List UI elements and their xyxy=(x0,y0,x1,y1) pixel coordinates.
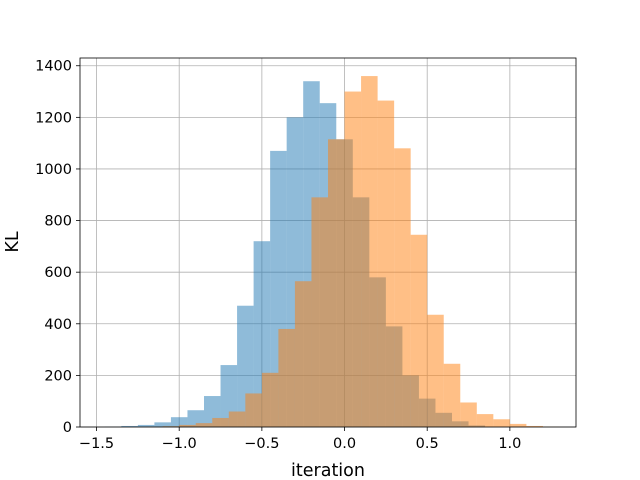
y-axis-label: KL xyxy=(3,231,23,252)
bar-series1-11 xyxy=(328,139,345,428)
y-tick-label-0: 0 xyxy=(63,420,72,436)
bar-series1-7 xyxy=(261,372,279,427)
bar-series1-20 xyxy=(476,414,494,427)
bar-series1-4 xyxy=(212,417,229,427)
y-tick-label-5: 1000 xyxy=(35,162,72,178)
bar-series1-15 xyxy=(394,148,411,427)
bar-series1-21 xyxy=(493,419,510,427)
x-tick-label-2: −0.5 xyxy=(244,436,279,452)
x-tick-label-1: −1.0 xyxy=(162,436,197,452)
bar-series0-3 xyxy=(154,422,171,427)
bar-series1-22 xyxy=(509,423,527,427)
bar-series1-3 xyxy=(195,423,213,427)
y-axis-ticks: 0 200 400 600 800 1000 1200 1400 xyxy=(35,59,80,436)
x-tick-label-5: 1.0 xyxy=(498,436,521,452)
bar-series1-2 xyxy=(179,424,196,427)
y-tick-label-7: 1400 xyxy=(35,59,72,75)
y-tick-label-2: 400 xyxy=(44,317,72,333)
bar-series0-5 xyxy=(187,410,204,427)
bar-series1-8 xyxy=(278,328,295,427)
y-tick-label-1: 200 xyxy=(44,368,72,384)
x-tick-label-4: 0.5 xyxy=(416,436,439,452)
bar-series1-17 xyxy=(427,314,444,427)
bar-series1-10 xyxy=(311,197,328,427)
bar-series1-9 xyxy=(294,281,312,427)
bar-series0-2 xyxy=(137,424,155,427)
bar-series0-1 xyxy=(121,425,138,427)
bar-series1-6 xyxy=(245,393,262,427)
y-tick-label-4: 800 xyxy=(44,214,72,230)
bar-series1-18 xyxy=(443,363,461,427)
plot-frame xyxy=(79,57,577,428)
bar-series1-19 xyxy=(460,402,477,427)
x-tick-label-0: −1.5 xyxy=(79,436,114,452)
y-tick-label-6: 1200 xyxy=(35,110,72,126)
bar-series1-23 xyxy=(526,425,543,427)
x-tick-label-3: 0.0 xyxy=(333,436,356,452)
bars xyxy=(104,76,560,428)
bar-series0-4 xyxy=(170,417,188,427)
y-tick-label-3: 600 xyxy=(44,265,72,281)
bar-series1-14 xyxy=(377,100,395,428)
bar-series1-5 xyxy=(228,411,246,427)
x-axis-label: iteration xyxy=(291,461,365,480)
x-axis-ticks: −1.5 −1.0 −0.5 0.0 0.5 1.0 xyxy=(79,427,521,452)
bar-series1-16 xyxy=(410,234,428,427)
bar-series1-12 xyxy=(344,91,362,427)
bar-series1-13 xyxy=(361,76,378,428)
